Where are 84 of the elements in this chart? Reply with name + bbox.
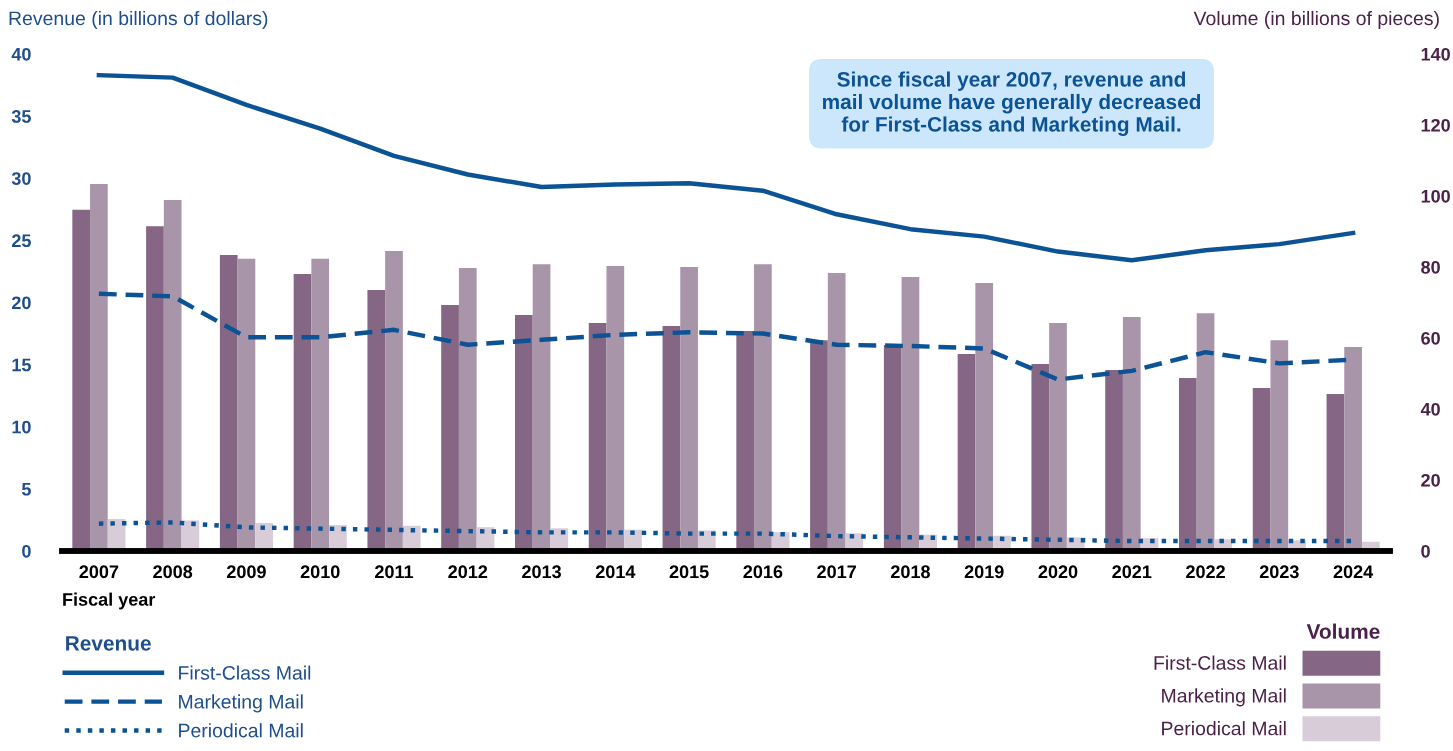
y-tick-label: 5: [21, 483, 31, 496]
text: Periodical Mail: [179, 723, 303, 738]
x-tick-label: 2011: [375, 565, 414, 579]
x-tick-label: 2009: [226, 565, 266, 579]
y-axis-title: Revenue (in billions of dollars): [9, 10, 268, 30]
bar: [1344, 346, 1362, 551]
bar: [1122, 317, 1141, 551]
text: First-Class Mail: [179, 665, 311, 680]
bar: [1031, 363, 1050, 551]
y-tick-label: 20: [11, 296, 31, 310]
bar: [1196, 313, 1215, 551]
bar: [293, 274, 312, 551]
bar: [458, 268, 477, 551]
bar: [1049, 323, 1067, 551]
text: Volume: [1306, 623, 1380, 639]
bar: [532, 264, 551, 551]
bar: [385, 251, 403, 551]
legend-label: Periodical Mail: [1162, 721, 1286, 736]
bar: [754, 264, 772, 551]
bar: [1252, 388, 1271, 551]
text: Marketing Mail: [179, 694, 303, 713]
x-tick-label: 2023: [1259, 565, 1299, 579]
bar: [1270, 340, 1289, 551]
y2-tick-label: 40: [1420, 402, 1440, 416]
bar: [662, 325, 681, 551]
bar: [163, 199, 182, 551]
y2-tick-label: 60: [1421, 331, 1440, 345]
bar: [237, 258, 256, 551]
line-series: [96, 72, 1356, 263]
bar: [883, 345, 902, 551]
bar: [975, 282, 994, 551]
x-tick-label: 2020: [1038, 565, 1078, 579]
bar: [606, 265, 625, 551]
x-axis-title: Fiscal year: [63, 592, 156, 610]
bar: [515, 314, 533, 551]
y-tick-label: 35: [11, 110, 31, 123]
bar: [588, 323, 607, 551]
x-tick-label: 2015: [669, 565, 709, 579]
y-tick-label: 10: [12, 420, 31, 434]
x-tick-label: 2013: [522, 565, 561, 579]
legend-label: First-Class Mail: [1154, 655, 1286, 670]
bar: [680, 267, 698, 551]
x-tick-label: 2014: [595, 565, 636, 579]
bar: [1326, 394, 1345, 551]
y-tick-label: 25: [11, 234, 31, 248]
y2-tick-label: 20: [1421, 473, 1440, 487]
bar: [90, 183, 108, 551]
x-tick-label: 2022: [1186, 565, 1225, 579]
x-tick-label: 2017: [817, 565, 856, 579]
x-tick-label: 2010: [300, 565, 340, 579]
bar: [957, 353, 976, 551]
text: Revenue: [66, 636, 151, 651]
bar: [736, 330, 755, 551]
y2-tick-label: 80: [1421, 260, 1440, 274]
y-tick-label: 30: [11, 172, 31, 185]
bar: [146, 226, 164, 551]
x-tick-label: 2018: [890, 565, 930, 579]
legend-label: Marketing Mail: [1162, 688, 1286, 707]
x-tick-label: 2019: [964, 565, 1004, 579]
bar: [311, 258, 330, 551]
y2-tick-label: 120: [1421, 118, 1450, 132]
bar: [367, 290, 386, 551]
bar: [810, 340, 828, 551]
x-tick-label: 2021: [1112, 565, 1152, 579]
y-tick-label: 15: [12, 358, 31, 372]
bar: [1179, 378, 1197, 551]
bar: [72, 209, 91, 551]
y2-axis-title: Volume (in billions of pieces): [1193, 10, 1439, 30]
y-tick-label: 40: [11, 47, 31, 61]
y2-tick-label: 100: [1421, 189, 1450, 203]
x-tick-label: 2024: [1333, 565, 1374, 579]
x-tick-label: 2012: [448, 565, 488, 579]
bar: [219, 254, 238, 551]
x-tick-label: 2008: [153, 565, 193, 579]
y2-tick-label: 140: [1421, 47, 1450, 61]
bar: [1105, 369, 1123, 551]
bar: [901, 276, 920, 551]
x-tick-label: 2016: [743, 565, 783, 579]
y2-tick-label: 0: [1421, 544, 1430, 558]
annotation: Since fiscal year 2007, revenue and mail volume have generally decreased for First-Class and Marketing Mail.: [823, 71, 1201, 136]
bar: [827, 273, 846, 551]
x-tick-label: 2007: [79, 565, 119, 579]
bar: [441, 304, 459, 551]
y-tick-label: 0: [22, 544, 31, 558]
